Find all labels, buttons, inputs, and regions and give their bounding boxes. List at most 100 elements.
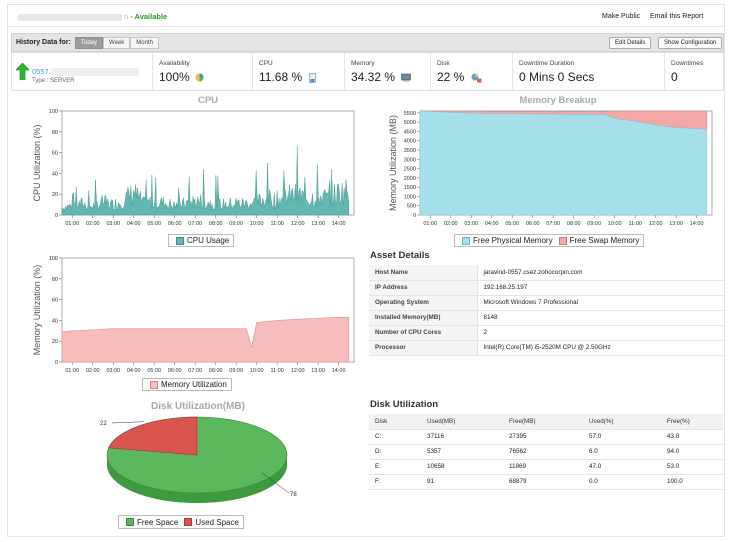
monitor-name-text: 0557. xyxy=(32,67,51,76)
disk-utilization-title: Disk Utilization xyxy=(370,399,439,410)
asset-row: Installed Memory(MB) 8148 xyxy=(369,310,723,326)
disk-table-cell: 94.0 xyxy=(661,444,723,460)
monitor-name[interactable]: 0557. xyxy=(32,67,139,77)
pie-icon xyxy=(195,73,204,82)
x-tick-label: 13:00 xyxy=(669,221,683,227)
x-tick-label: 09:00 xyxy=(587,221,601,227)
disk-table-cell: E: xyxy=(369,459,421,475)
show-configuration-button[interactable]: Show Configuration xyxy=(658,37,723,49)
disk-icon xyxy=(471,73,482,83)
memory-value: 34.32 % xyxy=(351,70,412,84)
disk-table-header: Used(MB) xyxy=(421,414,503,430)
x-tick-label: 05:00 xyxy=(147,221,161,227)
monitor-title: n - Available xyxy=(18,12,167,21)
x-tick-label: 05:00 xyxy=(147,368,161,374)
x-tick-label: 14:00 xyxy=(332,368,346,374)
cpu-chart-title: CPU xyxy=(197,95,219,106)
asset-key: Host Name xyxy=(369,265,478,281)
memory-label: Memory xyxy=(351,60,375,67)
disk-table-cell: 0.0 xyxy=(583,474,661,490)
x-tick-label: 07:00 xyxy=(188,368,202,374)
disk-table-cell: 43.0 xyxy=(661,429,723,445)
y-tick-label: 4500 xyxy=(404,129,416,135)
disk-table-header: Free(%) xyxy=(661,414,723,430)
y-tick-label: 100 xyxy=(49,256,58,262)
x-tick-label: 01:00 xyxy=(423,221,437,227)
tab-week[interactable]: Week xyxy=(103,37,131,49)
x-tick-label: 03:00 xyxy=(106,221,120,227)
x-tick-label: 07:00 xyxy=(546,221,560,227)
disk-table-cell: C: xyxy=(369,429,421,445)
status-available: - Available xyxy=(128,12,168,21)
free-swap-legend-label: Free Swap Memory xyxy=(569,236,640,245)
x-tick-label: 07:00 xyxy=(188,221,202,227)
x-tick-label: 04:00 xyxy=(485,221,499,227)
disk-table-cell: 53.0 xyxy=(661,459,723,475)
memory-breakup-title: Memory Breakup xyxy=(519,95,597,106)
used-label-leader xyxy=(111,421,144,424)
disk-label: Disk xyxy=(437,60,450,67)
x-tick-label: 08:00 xyxy=(209,221,223,227)
y-axis-label: CPU Utilization (%) xyxy=(32,124,42,201)
asset-key: Number of CPU Cores xyxy=(369,325,478,341)
y-tick-label: 0 xyxy=(55,213,58,219)
x-tick-label: 12:00 xyxy=(291,368,305,374)
free-space-label: 78 xyxy=(290,492,297,498)
disk-table-cell: F: xyxy=(369,474,421,490)
asset-key: IP Address xyxy=(369,280,478,296)
used-space-label: 22 xyxy=(100,421,107,427)
tab-month[interactable]: Month xyxy=(130,37,159,49)
downtime-duration-cell: Downtime Duration 0 Mins 0 Secs xyxy=(512,53,664,90)
monitor-title-suffix: n xyxy=(124,12,129,21)
y-tick-label: 20 xyxy=(52,192,58,198)
tab-today[interactable]: Today xyxy=(75,37,104,49)
disk-table-cell: 5357 xyxy=(421,444,503,460)
monitor-box: 0557. Type : SERVER xyxy=(12,53,152,90)
disk-value-text: 22 % xyxy=(437,70,465,84)
availability-cell: Availability 100% xyxy=(152,53,252,90)
x-tick-label: 08:00 xyxy=(209,368,223,374)
disk-table-cell: 37116 xyxy=(421,429,503,445)
free-swap-swatch xyxy=(558,236,567,245)
asset-row: Operating System Microsoft Windows 7 Prof… xyxy=(369,295,723,311)
x-tick-label: 02:00 xyxy=(444,221,458,227)
x-tick-label: 06:00 xyxy=(168,221,182,227)
up-arrow-icon xyxy=(16,63,29,80)
email-report-link[interactable]: Email this Report xyxy=(650,13,704,20)
disk-table-header: Free(MB) xyxy=(503,414,583,430)
y-axis-label: Memory Utilization (MB) xyxy=(388,115,398,211)
disk-table-header: Used(%) xyxy=(583,414,661,430)
y-tick-label: 40 xyxy=(52,318,58,324)
make-public-link[interactable]: Make Public xyxy=(602,13,641,20)
asset-key: Operating System xyxy=(369,295,478,311)
asset-value: 2 xyxy=(477,325,723,341)
free-space-swatch xyxy=(126,518,134,526)
memory-chip-icon xyxy=(401,74,412,82)
y-tick-label: 4000 xyxy=(404,139,416,145)
memory-legend-label: Memory Utilization xyxy=(161,380,227,389)
memory-value-text: 34.32 % xyxy=(351,70,396,84)
x-tick-label: 11:00 xyxy=(270,221,283,227)
y-tick-label: 1000 xyxy=(404,194,416,200)
y-tick-label: 60 xyxy=(52,151,58,157)
x-tick-label: 13:00 xyxy=(311,221,325,227)
x-tick-label: 01:00 xyxy=(65,368,79,374)
memory-breakup-legend: Free Physical Memory Free Swap Memory xyxy=(454,234,645,247)
memory-cell: Memory 34.32 % xyxy=(344,53,430,90)
x-tick-label: 05:00 xyxy=(505,221,519,227)
history-tabs: Today Week Month xyxy=(75,37,159,49)
asset-value: Intel(R) Core(TM) i5-2520M CPU @ 2.50GHz xyxy=(477,340,723,356)
asset-value: jaravind-0557.csez.zohocorpin.com xyxy=(477,265,723,281)
x-tick-label: 04:00 xyxy=(127,221,141,227)
free-physical-swatch xyxy=(462,236,470,245)
free-label-leader xyxy=(261,472,290,494)
y-tick-label: 0 xyxy=(413,213,416,219)
y-tick-label: 3000 xyxy=(404,157,416,163)
edit-details-button[interactable]: Edit Details xyxy=(609,37,652,49)
x-tick-label: 14:00 xyxy=(332,221,346,227)
y-tick-label: 3500 xyxy=(404,148,416,154)
disk-value: 22 % xyxy=(437,70,482,84)
availability-value-text: 100% xyxy=(159,70,190,84)
asset-value: 8148 xyxy=(477,310,723,326)
cpu-usage-series xyxy=(61,146,350,216)
